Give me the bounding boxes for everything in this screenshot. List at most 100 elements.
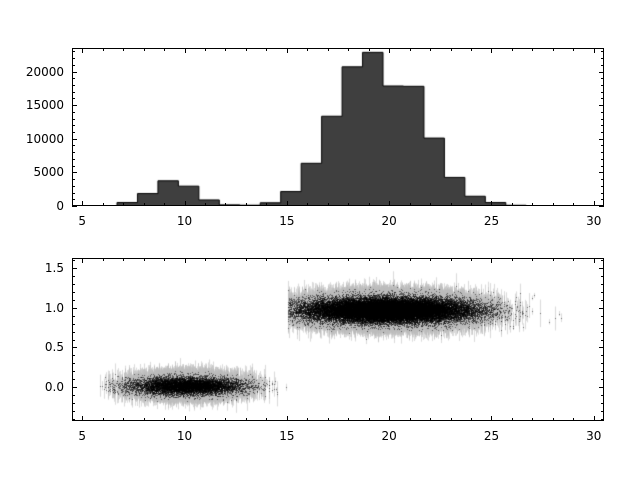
x-tick xyxy=(389,48,390,53)
y-tick xyxy=(599,105,604,106)
x-tick xyxy=(307,48,308,51)
x-tick xyxy=(123,258,124,261)
x-tick xyxy=(82,48,83,53)
x-tick xyxy=(451,258,452,261)
x-tick xyxy=(532,48,533,51)
x-tick-label: 20 xyxy=(381,429,397,443)
y-tick xyxy=(601,98,604,99)
y-tick xyxy=(72,332,75,333)
y-tick xyxy=(72,199,75,200)
x-tick-label: 15 xyxy=(279,429,295,443)
y-tick xyxy=(72,58,75,59)
y-tick xyxy=(72,300,75,301)
y-tick xyxy=(72,395,75,396)
y-tick xyxy=(599,268,604,269)
x-tick xyxy=(553,258,554,261)
x-tick xyxy=(369,418,370,421)
x-tick xyxy=(103,418,104,421)
x-tick xyxy=(491,258,492,263)
x-tick xyxy=(410,258,411,261)
y-tick xyxy=(72,125,75,126)
y-tick-label: 20000 xyxy=(25,64,64,79)
y-tick xyxy=(601,92,604,93)
y-tick xyxy=(601,419,604,420)
x-tick xyxy=(553,203,554,206)
histogram-bars xyxy=(73,49,603,205)
x-tick xyxy=(553,418,554,421)
y-tick xyxy=(601,58,604,59)
x-tick xyxy=(491,201,492,206)
x-tick xyxy=(164,258,165,261)
x-tick xyxy=(205,418,206,421)
x-tick xyxy=(430,418,431,421)
y-tick xyxy=(72,284,75,285)
y-tick xyxy=(601,152,604,153)
y-tick xyxy=(72,206,77,207)
y-tick xyxy=(601,125,604,126)
y-tick xyxy=(72,166,75,167)
x-tick xyxy=(573,48,574,51)
scatter-points-with-errorbars xyxy=(73,259,603,420)
x-tick xyxy=(389,201,390,206)
y-tick xyxy=(601,292,604,293)
y-tick xyxy=(72,139,77,140)
x-tick xyxy=(164,48,165,51)
x-tick xyxy=(103,203,104,206)
y-tick xyxy=(72,324,75,325)
y-tick xyxy=(72,347,77,348)
x-tick xyxy=(512,203,513,206)
y-tick xyxy=(601,379,604,380)
y-tick xyxy=(601,78,604,79)
y-tick xyxy=(72,276,75,277)
x-tick xyxy=(144,258,145,261)
x-tick xyxy=(144,203,145,206)
x-tick-label: 5 xyxy=(78,429,87,443)
x-tick-label: 20 xyxy=(381,214,397,228)
y-tick xyxy=(72,145,75,146)
x-tick-label: 25 xyxy=(483,429,500,443)
y-tick xyxy=(599,347,604,348)
x-tick xyxy=(532,418,533,421)
y-tick-label: 1.5 xyxy=(44,260,64,275)
y-tick xyxy=(601,363,604,364)
y-tick xyxy=(72,308,77,309)
x-tick xyxy=(410,418,411,421)
y-tick-label: 1.0 xyxy=(44,300,64,315)
y-tick xyxy=(601,340,604,341)
x-tick xyxy=(287,258,288,263)
y-tick xyxy=(601,324,604,325)
y-tick xyxy=(601,355,604,356)
y-tick xyxy=(72,387,77,388)
x-tick xyxy=(512,418,513,421)
x-tick xyxy=(266,203,267,206)
y-tick xyxy=(72,132,75,133)
y-tick-label: 5000 xyxy=(33,165,64,180)
x-tick xyxy=(348,48,349,51)
y-tick xyxy=(601,112,604,113)
y-tick xyxy=(72,112,75,113)
x-tick xyxy=(430,203,431,206)
y-tick xyxy=(72,292,75,293)
y-tick xyxy=(72,260,75,261)
x-tick xyxy=(573,258,574,261)
x-tick xyxy=(246,418,247,421)
y-tick xyxy=(72,152,75,153)
y-tick xyxy=(599,308,604,309)
y-tick xyxy=(72,186,75,187)
x-tick xyxy=(307,418,308,421)
y-tick xyxy=(601,284,604,285)
y-tick xyxy=(599,139,604,140)
x-tick xyxy=(246,203,247,206)
y-tick xyxy=(72,105,77,106)
x-tick xyxy=(266,48,267,51)
y-tick xyxy=(72,98,75,99)
x-tick xyxy=(287,416,288,421)
x-tick-label: 30 xyxy=(586,429,602,443)
y-tick xyxy=(599,206,604,207)
x-tick-label: 5 xyxy=(78,214,87,228)
x-tick xyxy=(164,418,165,421)
y-tick xyxy=(72,193,75,194)
x-tick xyxy=(205,258,206,261)
x-tick xyxy=(430,258,431,261)
